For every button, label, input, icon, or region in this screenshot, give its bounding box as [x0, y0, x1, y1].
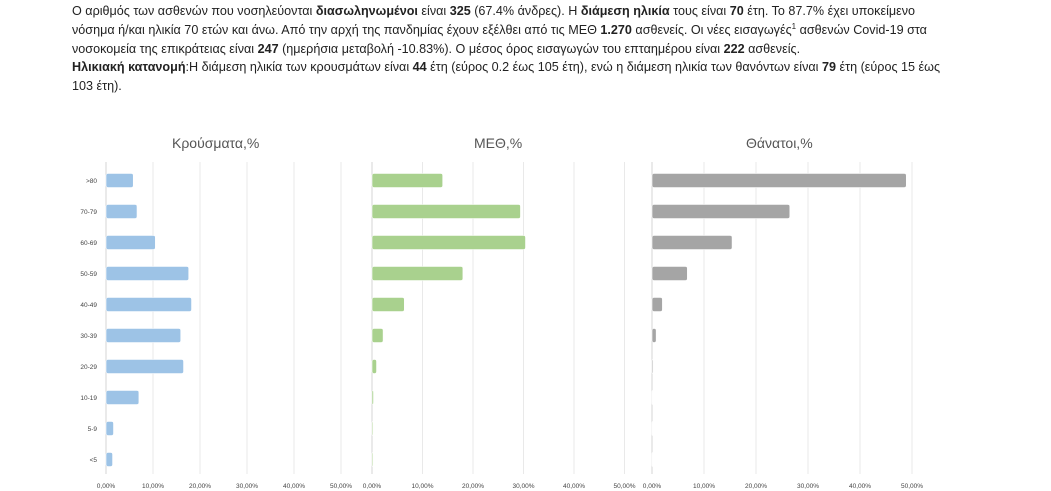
x-tick-label: 50,00% — [613, 483, 635, 490]
bar — [651, 452, 653, 467]
bold-text: 70 — [729, 4, 744, 18]
chart-0: 0,00% 10,00% 20,00% 30,00% 40,00% 50,00% >80 70… — [80, 162, 352, 490]
y-category-label: 30-39 — [80, 333, 97, 340]
text-run: τους είναι — [669, 4, 730, 18]
chart-2: 0,00% 10,00% 20,00% 30,00% 40,00% 50,00% — [643, 162, 923, 490]
x-tick-label: 50,00% — [901, 483, 923, 490]
bold-text: 222 — [723, 41, 745, 56]
text-run: ασθενών Covid-19 στα νοσοκομεία της επικ… — [72, 22, 927, 56]
x-tick-label: 30,00% — [236, 483, 258, 490]
x-tick-label: 40,00% — [563, 483, 585, 490]
y-category-label: >80 — [86, 178, 97, 185]
bar — [105, 328, 182, 343]
x-tick-label: 40,00% — [849, 483, 871, 490]
x-tick-label: 0,00% — [363, 483, 382, 490]
text-run: έτη. Το 87.7% έχει υποκείμενο νόσημα ή/κ… — [72, 4, 916, 37]
bar — [371, 297, 405, 312]
x-tick-label: 30,00% — [512, 483, 534, 490]
text-run: ασθενείς. — [744, 41, 801, 56]
bar — [651, 421, 653, 436]
bar — [371, 452, 374, 467]
bar — [371, 421, 374, 436]
x-tick-label: 0,00% — [643, 483, 662, 490]
chart-title-cases: Κρούσματα,% — [172, 135, 260, 151]
bold-text: 247 — [257, 41, 279, 56]
text-run: Ο αριθμός των ασθενών που νοσηλεύονται — [72, 4, 316, 18]
bold-text: 79 — [821, 60, 836, 75]
bar — [105, 266, 190, 281]
bar — [651, 235, 733, 250]
text-block: Ο αριθμός των ασθενών που νοσηλεύονται δ… — [72, 2, 942, 96]
bar — [651, 266, 688, 281]
x-tick-label: 20,00% — [745, 483, 767, 490]
text-run: έτη (εύρος 15 έως 103 έτη). — [72, 60, 941, 94]
bar — [651, 173, 907, 188]
bar — [105, 390, 140, 405]
y-category-label: 10-19 — [80, 395, 97, 402]
x-tick-label: 0,00% — [97, 483, 116, 490]
bar — [371, 173, 443, 188]
chart-1: 0,00% 10,00% 20,00% 30,00% 40,00% 50,00% — [363, 162, 636, 490]
x-tick-label: 10,00% — [693, 483, 715, 490]
y-category-label: 60-69 — [80, 240, 97, 247]
chart-title-icu: ΜΕΘ,% — [474, 135, 523, 151]
bold-text: 44 — [412, 60, 427, 75]
paragraph-1: Ο αριθμός των ασθενών που νοσηλεύονται δ… — [72, 2, 942, 58]
text-run: (ημερήσια μεταβολή -10.83%). Ο μέσος όρο… — [278, 41, 724, 56]
bar — [105, 297, 192, 312]
superscript: 1 — [791, 21, 797, 31]
text-run: :Η διάμεση ηλικία των κρουσμάτων είναι — [185, 60, 413, 75]
bar — [371, 235, 526, 250]
x-tick-label: 50,00% — [330, 483, 352, 490]
chart-title-deaths: Θάνατοι,% — [746, 135, 813, 151]
x-tick-label: 40,00% — [283, 483, 305, 490]
x-tick-label: 10,00% — [411, 483, 433, 490]
bar — [105, 204, 138, 219]
y-category-label: <5 — [90, 457, 98, 464]
bar — [371, 359, 377, 374]
x-tick-label: 30,00% — [797, 483, 819, 490]
bold-text: 325 — [449, 4, 471, 18]
bold-text: διασωληνωμένοι — [315, 4, 418, 18]
paragraph-2: Ηλικιακή κατανομή:Η διάμεση ηλικία των κ… — [72, 58, 942, 96]
bold-text: διάμεση ηλικία — [580, 4, 670, 18]
bar — [371, 328, 384, 343]
bar — [651, 297, 663, 312]
bar — [105, 235, 156, 250]
bar — [651, 390, 653, 405]
bar — [105, 359, 184, 374]
text-run: είναι — [417, 4, 450, 18]
bar — [371, 204, 521, 219]
text-run: έτη (εύρος 0.2 έως 105 έτη), ενώ η διάμε… — [426, 60, 822, 75]
bar — [105, 452, 113, 467]
y-category-label: 5-9 — [88, 426, 98, 433]
y-category-label: 20-29 — [80, 364, 97, 371]
x-tick-label: 20,00% — [462, 483, 484, 490]
y-category-label: 50-59 — [80, 271, 97, 278]
x-tick-label: 10,00% — [142, 483, 164, 490]
bar — [651, 328, 657, 343]
bar — [651, 359, 654, 374]
x-tick-label: 20,00% — [189, 483, 211, 490]
bold-text: Ηλικιακή κατανομή — [72, 60, 186, 75]
bar — [371, 390, 374, 405]
text-run: (67.4% άνδρες). Η — [470, 4, 581, 18]
y-category-label: 70-79 — [80, 209, 97, 216]
bar — [105, 421, 114, 436]
bar — [651, 204, 791, 219]
bar — [105, 173, 134, 188]
y-category-label: 40-49 — [80, 302, 97, 309]
bar — [371, 266, 464, 281]
text-run: ασθενείς. Οι νέες εισαγωγές — [631, 22, 792, 37]
bold-text: 1.270 — [600, 22, 632, 37]
